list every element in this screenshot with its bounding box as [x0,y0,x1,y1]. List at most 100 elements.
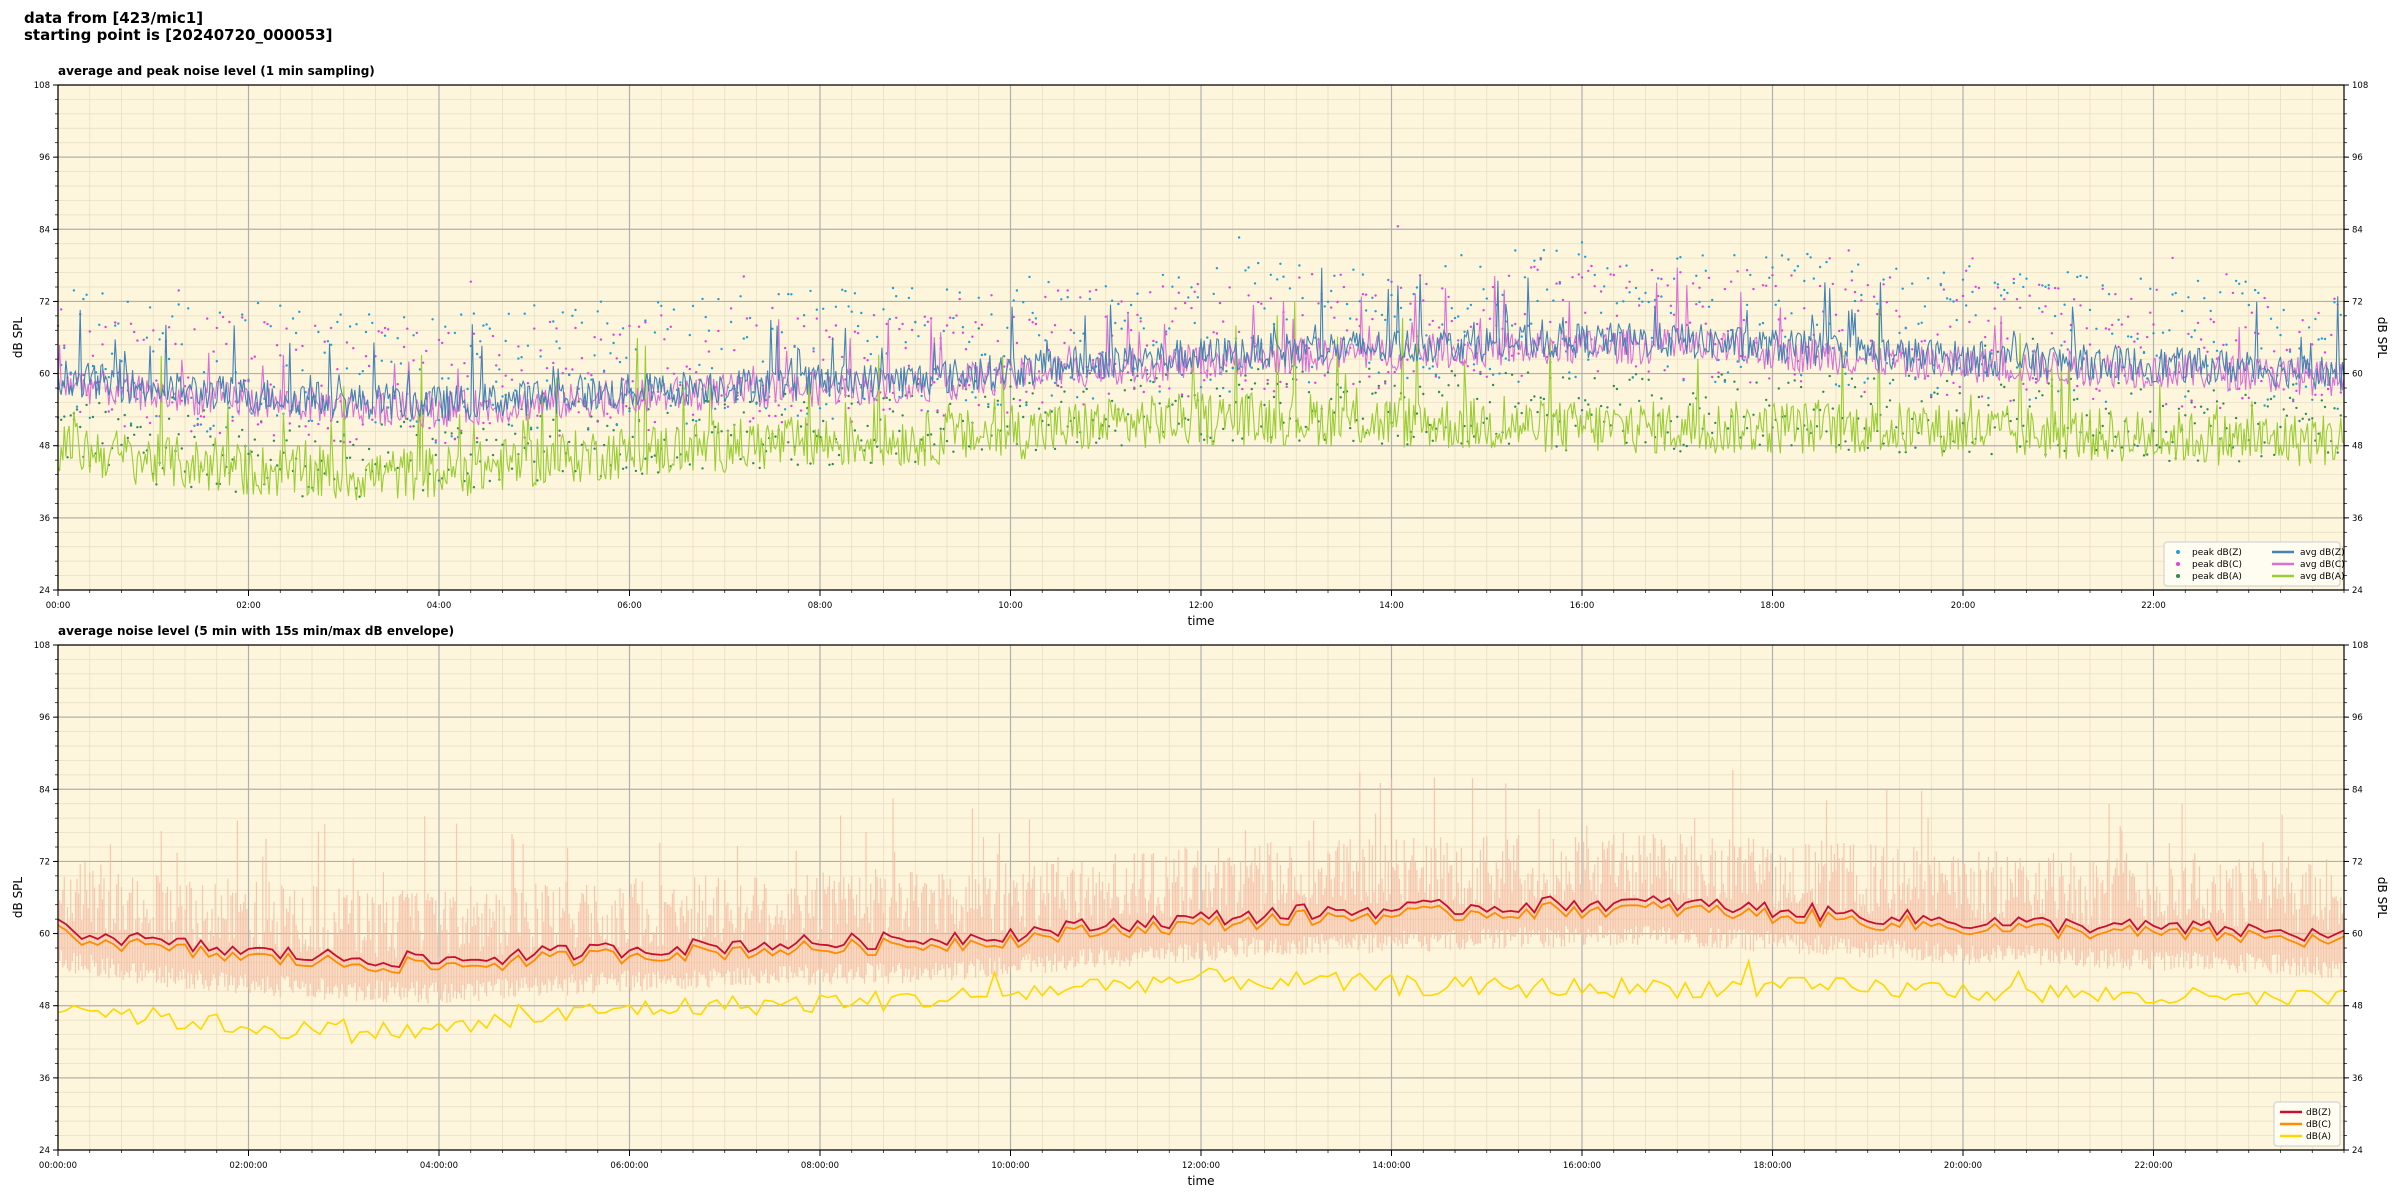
c1-peak-point [1536,268,1539,271]
c1-peak-point [1844,440,1847,443]
c1-peak-point [126,300,129,303]
c1-peak-point [1088,372,1092,375]
c1-peak-point [1209,436,1212,439]
c1-peak-point [1418,357,1422,360]
c1-peak-point [120,443,123,447]
c1-peak-point [742,411,745,414]
c1-peak-point [707,329,711,332]
c1-peak-point [1745,269,1749,272]
c1-peak-point [1730,280,1733,283]
c1-peak-point [1796,427,1800,430]
c1-peak-point [63,415,66,418]
c1-peak-point [91,354,95,357]
c1-peak-point [923,324,926,327]
c1-peak-point [1364,293,1368,296]
c1-peak-point [1999,383,2003,386]
c1-peak-point [2168,329,2171,332]
c1-peak-point [828,335,831,339]
c1-peak-point [1244,269,1247,272]
c1-peak-point [1809,256,1812,259]
c1-peak-point [1914,377,1917,381]
c1-peak-point [104,325,107,329]
c1-peak-point [1069,376,1073,379]
c1-peak-point [475,352,479,356]
c1-peak-point [1641,300,1644,303]
c1-peak-point [225,342,228,346]
c1-peak-point [2053,314,2057,318]
c1-peak-point [748,316,752,320]
c1-peak-point [758,466,761,470]
c1-peak-point [1990,349,1993,352]
c1-peak-point [1371,392,1374,395]
c1-peak-point [2009,419,2012,423]
c1-peak-point [644,457,647,460]
c1-peak-point [825,372,828,375]
c2-xlabel: time [1187,1174,1214,1188]
c1-peak-point [1485,417,1489,420]
c1-peak-point [548,435,552,438]
c1-peak-point [1685,444,1689,448]
c1-peak-point [399,362,403,365]
c1-peak-point [1866,284,1870,287]
c1-peak-point [152,350,155,353]
c1-peak-point [736,398,739,401]
c1-peak-point [2104,400,2108,403]
c1-line-avg-dba [57,301,2345,501]
c1-peak-point [498,354,501,357]
c1-peak-point [1006,411,1009,414]
c1-peak-point [2193,329,2196,332]
c1-peak-point [1079,296,1082,299]
c1-peak-point [2018,273,2022,276]
c1-peak-point [1920,340,1923,343]
c1-peak-point [2193,405,2196,409]
c1-peak-point [548,320,552,324]
c1-peak-point [1206,336,1209,339]
c1-peak-point [1301,296,1304,300]
c1-peak-point [1368,375,1371,378]
c1-peak-point [695,371,698,374]
c1-peak-point [228,320,231,324]
c1-peak-point [1091,397,1095,400]
c1-peak-point [2260,455,2263,458]
c2-xtick-label: 18:00:00 [1753,1161,1791,1171]
c1-peak-point [1345,329,1349,332]
c1-peak-point [539,349,542,352]
c1-peak-point [1244,374,1247,377]
c1-peak-point [1418,385,1422,388]
c2-ytick-label-right: 84 [2352,785,2363,795]
c1-peak-point [1923,339,1927,342]
c1-peak-point [958,384,961,387]
c1-peak-point [774,414,777,418]
c1-peak-point [2241,292,2244,295]
c1-peak-point [1418,274,1422,277]
c1-peak-point [2234,279,2238,283]
c1-peak-point [2244,393,2247,397]
c1-xtick-label: 12:00 [1189,601,1214,611]
c1-peak-point [1387,410,1390,414]
c1-peak-point [256,454,260,457]
c1-peak-point [714,425,717,429]
c1-peak-point [533,460,536,463]
c1-peak-point [1857,309,1860,312]
c1-peak-point [609,416,612,419]
c1-peak-point [2038,307,2041,310]
c2-line-dbz [57,895,2345,968]
c1-peak-point [1647,300,1650,304]
c1-peak-point [1825,430,1828,433]
c1-peak-point [1758,443,1762,446]
c1-peak-point [1161,273,1165,277]
c1-peak-point [799,409,803,412]
c1-peak-point [990,313,993,316]
c1-peak-point [1876,302,1879,305]
c1-peak-point [907,296,911,300]
c1-peak-point [1606,327,1609,330]
c1-peak-point [596,310,599,313]
c1-peak-point [1257,261,1260,265]
c1-peak-point [977,403,980,407]
c1-peak-point [269,383,272,386]
c1-peak-point [2339,313,2342,317]
c1-peak-point [409,419,412,422]
c1-peak-point [853,292,857,295]
c1-peak-point [367,447,371,451]
c1-peak-point [2146,453,2149,456]
